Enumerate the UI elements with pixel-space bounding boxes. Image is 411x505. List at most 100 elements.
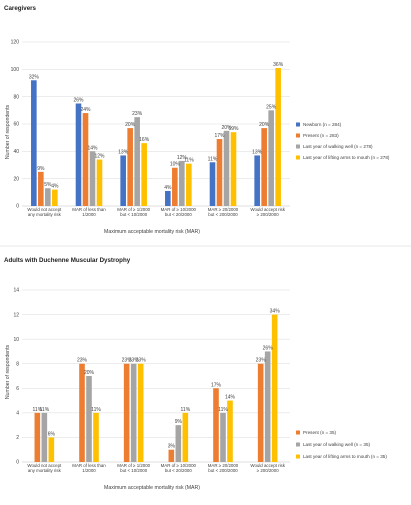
data-label: 23% xyxy=(256,358,267,364)
bar xyxy=(261,128,267,206)
x-tick-label: MAR of ≥ 10/2000 xyxy=(161,463,197,468)
data-label: 20% xyxy=(84,370,95,376)
x-tick-label: 1/2000 xyxy=(82,212,96,217)
y-axis-label: Number of respondents xyxy=(5,344,11,399)
legend-swatch xyxy=(296,155,300,160)
bar xyxy=(223,130,230,206)
bar xyxy=(45,188,51,206)
bar xyxy=(93,412,99,462)
legend-entry: Present (n = 35) xyxy=(303,430,337,435)
data-label: 17% xyxy=(211,382,222,388)
data-label: 36% xyxy=(273,62,284,68)
data-label: 9% xyxy=(175,419,183,425)
bar xyxy=(220,412,226,462)
x-tick-label: but < 200/2000 xyxy=(208,212,238,217)
bar xyxy=(75,103,82,206)
y-tick-label: 0 xyxy=(16,460,19,466)
x-tick-label: but < 20/2000 xyxy=(165,212,193,217)
bar xyxy=(134,117,140,206)
data-label: 14% xyxy=(225,395,236,401)
data-label: 3% xyxy=(168,444,176,450)
data-label: 24% xyxy=(80,107,91,113)
x-tick-label: ≥ 200/2000 xyxy=(257,212,280,217)
bar xyxy=(123,363,130,462)
y-tick-label: 10 xyxy=(13,337,19,343)
bar xyxy=(172,167,178,206)
data-label: 26% xyxy=(263,345,274,351)
data-label: 32% xyxy=(29,74,40,80)
bar xyxy=(79,363,85,462)
legend-entry: Last year of lifting arms to mouth (n = … xyxy=(303,454,387,459)
x-tick-label: but < 200/2000 xyxy=(208,468,238,473)
x-tick-label: 1/2000 xyxy=(82,468,96,473)
y-tick-label: 120 xyxy=(11,40,20,46)
bar xyxy=(175,425,182,462)
data-label: 11% xyxy=(91,407,101,413)
x-tick-label: MAR of ≥ 1/2000 xyxy=(117,463,150,468)
x-tick-label: but < 10/2000 xyxy=(120,468,148,473)
bar xyxy=(48,437,55,462)
bar xyxy=(52,189,58,206)
bar xyxy=(227,400,233,462)
x-tick-label: MAR ≥ 20/2000 xyxy=(208,463,239,468)
bar xyxy=(264,351,271,462)
legend-swatch xyxy=(296,122,300,127)
chart-title: Caregivers xyxy=(4,5,37,12)
x-tick-label: MAR of less than xyxy=(72,463,106,468)
x-tick-label: Would not accept xyxy=(27,207,62,212)
y-axis-label: Number of respondents xyxy=(5,104,11,159)
y-tick-label: 0 xyxy=(16,204,19,210)
data-label: 20% xyxy=(221,125,232,131)
bar xyxy=(127,128,133,206)
x-tick-label: any mortality risk xyxy=(28,468,62,473)
data-label: 25% xyxy=(266,104,277,110)
data-label: 13% xyxy=(252,149,263,155)
data-label: 19% xyxy=(228,126,239,132)
legend-swatch xyxy=(296,133,300,138)
legend-swatch xyxy=(296,430,300,435)
x-tick-label: MAR of less than xyxy=(72,207,106,212)
legend-entry: Last year of walking well (n = 35) xyxy=(303,442,370,447)
data-label: 20% xyxy=(125,122,136,128)
bar xyxy=(31,80,37,206)
bar xyxy=(254,155,260,206)
legend-swatch xyxy=(296,454,300,459)
bar xyxy=(230,132,237,206)
data-label: 11% xyxy=(208,156,218,162)
adults-dmd-chart: Adults with Duchenne Muscular Dystrophy … xyxy=(4,257,387,491)
data-label: 5% xyxy=(44,182,52,188)
data-label: 34% xyxy=(270,309,281,315)
bar xyxy=(34,412,41,462)
y-tick-label: 20 xyxy=(13,176,19,182)
legend-entry: Last year of walking well (n = 278) xyxy=(303,144,373,149)
x-tick-label: but < 10/2000 xyxy=(120,212,148,217)
bar xyxy=(141,143,147,206)
bar xyxy=(120,155,126,206)
bar xyxy=(179,160,185,206)
bar xyxy=(86,376,92,462)
x-tick-label: but < 20/2000 xyxy=(165,468,193,473)
y-tick-label: 100 xyxy=(11,67,20,73)
legend-entry: Last year of lifting arms to mouth (n = … xyxy=(303,155,390,160)
bar xyxy=(209,162,216,206)
data-label: 12% xyxy=(177,155,188,161)
data-label: 23% xyxy=(132,111,143,117)
legend-entry: Present (n = 283) xyxy=(303,133,339,138)
data-label: 6% xyxy=(48,431,56,437)
y-tick-label: 60 xyxy=(13,122,19,128)
y-tick-label: 80 xyxy=(13,94,19,100)
bar xyxy=(268,110,274,206)
bar xyxy=(275,67,281,206)
data-label: 23% xyxy=(136,358,147,364)
bar xyxy=(89,151,96,206)
data-label: 14% xyxy=(87,145,98,151)
bar xyxy=(182,412,189,462)
data-label: 16% xyxy=(139,137,150,143)
data-label: 11% xyxy=(40,407,50,413)
data-label: 23% xyxy=(77,358,88,364)
legend-swatch xyxy=(296,442,300,447)
bar xyxy=(165,190,171,206)
x-tick-label: MAR ≥ 20/2000 xyxy=(208,207,239,212)
